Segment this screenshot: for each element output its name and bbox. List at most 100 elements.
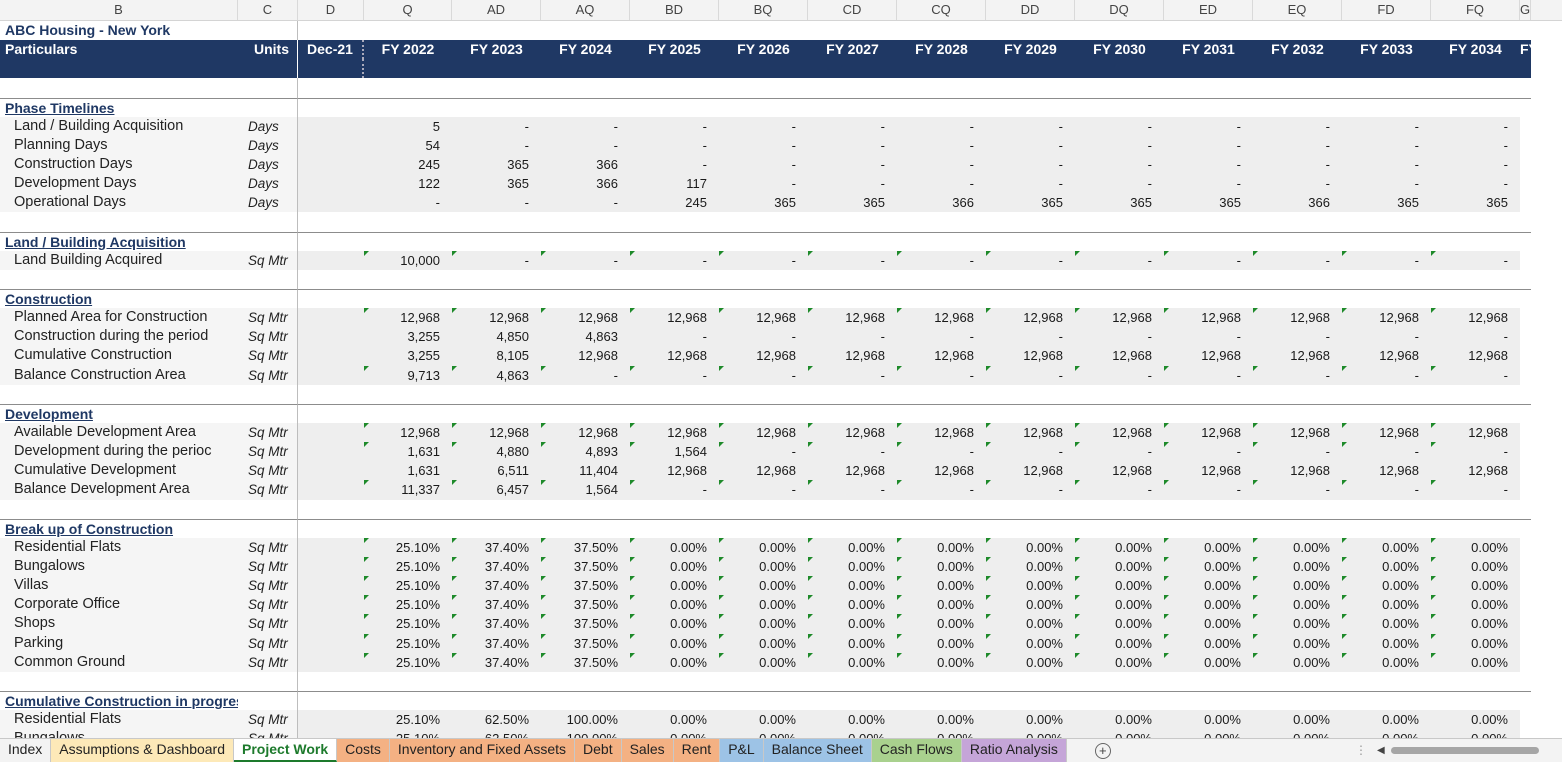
value-cell[interactable]: - bbox=[897, 116, 986, 136]
value-cell[interactable]: 0.00% bbox=[1342, 652, 1431, 672]
scroll-left-arrow-icon[interactable]: ◀ bbox=[1377, 744, 1385, 756]
cell[interactable] bbox=[719, 97, 808, 117]
cell[interactable] bbox=[1253, 672, 1342, 691]
column-header-fd[interactable]: FD bbox=[1342, 0, 1431, 20]
value-cell[interactable]: 0.00% bbox=[630, 595, 719, 615]
value-cell[interactable]: 37.50% bbox=[541, 576, 630, 596]
value-cell[interactable]: - bbox=[630, 135, 719, 155]
cell[interactable] bbox=[298, 308, 364, 328]
cell[interactable] bbox=[298, 537, 364, 557]
cell[interactable] bbox=[630, 231, 719, 251]
value-cell[interactable]: 0.00% bbox=[1253, 710, 1342, 730]
value-cell[interactable]: - bbox=[986, 327, 1075, 347]
cell[interactable] bbox=[1075, 403, 1164, 423]
cell[interactable] bbox=[1520, 327, 1531, 346]
cell[interactable] bbox=[298, 97, 364, 117]
cell[interactable] bbox=[1075, 97, 1164, 117]
cell[interactable] bbox=[1520, 59, 1531, 79]
cell[interactable] bbox=[1075, 518, 1164, 538]
value-cell[interactable]: 0.00% bbox=[719, 633, 808, 653]
value-cell[interactable]: 1,564 bbox=[541, 480, 630, 500]
value-cell[interactable]: - bbox=[897, 135, 986, 155]
value-cell[interactable]: - bbox=[808, 365, 897, 385]
cell[interactable] bbox=[897, 672, 986, 691]
value-cell[interactable]: 0.00% bbox=[808, 556, 897, 577]
value-cell[interactable]: 0.00% bbox=[1253, 652, 1342, 672]
value-cell[interactable]: 0.00% bbox=[1164, 652, 1253, 672]
value-cell[interactable]: 4,863 bbox=[452, 365, 541, 385]
cell[interactable] bbox=[238, 78, 298, 98]
value-cell[interactable]: 0.00% bbox=[1075, 710, 1164, 730]
value-cell[interactable]: 4,893 bbox=[541, 442, 630, 462]
cell[interactable] bbox=[1253, 21, 1342, 40]
cell[interactable] bbox=[1253, 270, 1342, 289]
value-cell[interactable]: 0.00% bbox=[986, 537, 1075, 557]
cell[interactable] bbox=[1520, 174, 1531, 193]
cell[interactable] bbox=[541, 403, 630, 423]
value-cell[interactable]: - bbox=[897, 154, 986, 175]
cell[interactable] bbox=[452, 231, 541, 251]
cell[interactable] bbox=[1342, 270, 1431, 289]
value-cell[interactable]: - bbox=[1164, 250, 1253, 270]
cell[interactable] bbox=[1342, 385, 1431, 404]
cell[interactable] bbox=[1520, 480, 1531, 499]
cell[interactable] bbox=[986, 212, 1075, 231]
value-cell[interactable]: 12,968 bbox=[364, 308, 452, 328]
value-cell[interactable]: - bbox=[1253, 480, 1342, 500]
cell[interactable] bbox=[808, 672, 897, 691]
cell[interactable] bbox=[298, 193, 364, 213]
value-cell[interactable]: - bbox=[986, 116, 1075, 136]
cell[interactable] bbox=[238, 21, 298, 41]
value-cell[interactable]: 0.00% bbox=[986, 652, 1075, 672]
value-cell[interactable]: 0.00% bbox=[808, 729, 897, 738]
cell[interactable] bbox=[1164, 690, 1253, 710]
cell[interactable] bbox=[238, 499, 298, 519]
value-cell[interactable]: 365 bbox=[986, 193, 1075, 213]
cell[interactable] bbox=[1431, 21, 1520, 40]
cell[interactable] bbox=[452, 59, 541, 79]
value-cell[interactable]: - bbox=[1342, 116, 1431, 136]
cell[interactable] bbox=[452, 672, 541, 691]
cell[interactable] bbox=[0, 672, 238, 691]
cell[interactable] bbox=[1075, 21, 1164, 40]
cell[interactable] bbox=[1164, 500, 1253, 519]
cell[interactable] bbox=[298, 480, 364, 500]
value-cell[interactable]: 4,863 bbox=[541, 327, 630, 347]
value-cell[interactable]: 0.00% bbox=[1342, 614, 1431, 634]
scroll-split-handle[interactable]: ⋮ bbox=[1355, 743, 1367, 757]
cell[interactable] bbox=[1075, 690, 1164, 710]
cell[interactable] bbox=[298, 442, 364, 462]
cell[interactable] bbox=[986, 21, 1075, 40]
value-cell[interactable]: - bbox=[1164, 135, 1253, 155]
cell[interactable] bbox=[808, 385, 897, 404]
column-header-dd[interactable]: DD bbox=[986, 0, 1075, 20]
cell[interactable] bbox=[298, 21, 364, 40]
value-cell[interactable]: 0.00% bbox=[1075, 556, 1164, 577]
cell[interactable] bbox=[452, 21, 541, 40]
value-cell[interactable]: 0.00% bbox=[1075, 633, 1164, 653]
cell[interactable] bbox=[541, 97, 630, 117]
value-cell[interactable]: - bbox=[1431, 442, 1520, 462]
value-cell[interactable]: 0.00% bbox=[1342, 556, 1431, 577]
value-cell[interactable]: 12,968 bbox=[986, 422, 1075, 443]
cell[interactable] bbox=[541, 212, 630, 231]
cell[interactable] bbox=[630, 97, 719, 117]
value-cell[interactable]: - bbox=[1342, 442, 1431, 462]
value-cell[interactable]: 12,968 bbox=[986, 461, 1075, 481]
cell[interactable] bbox=[238, 403, 298, 423]
cell[interactable] bbox=[808, 690, 897, 710]
value-cell[interactable]: 366 bbox=[897, 193, 986, 213]
value-cell[interactable]: 0.00% bbox=[1342, 633, 1431, 653]
value-cell[interactable]: 25.10% bbox=[364, 652, 452, 672]
cell[interactable] bbox=[452, 690, 541, 710]
value-cell[interactable]: 37.40% bbox=[452, 614, 541, 634]
value-cell[interactable]: 0.00% bbox=[808, 537, 897, 557]
cell[interactable] bbox=[808, 288, 897, 308]
value-cell[interactable]: 25.10% bbox=[364, 537, 452, 557]
spreadsheet-grid[interactable]: B C D Q AD AQ BD BQ CD CQ DD DQ ED EQ FD FQ G ABC Housin… bbox=[0, 0, 1562, 738]
cell[interactable] bbox=[298, 652, 364, 672]
cell[interactable] bbox=[808, 97, 897, 117]
cell[interactable] bbox=[986, 78, 1075, 97]
cell[interactable] bbox=[986, 385, 1075, 404]
cell[interactable] bbox=[1342, 518, 1431, 538]
